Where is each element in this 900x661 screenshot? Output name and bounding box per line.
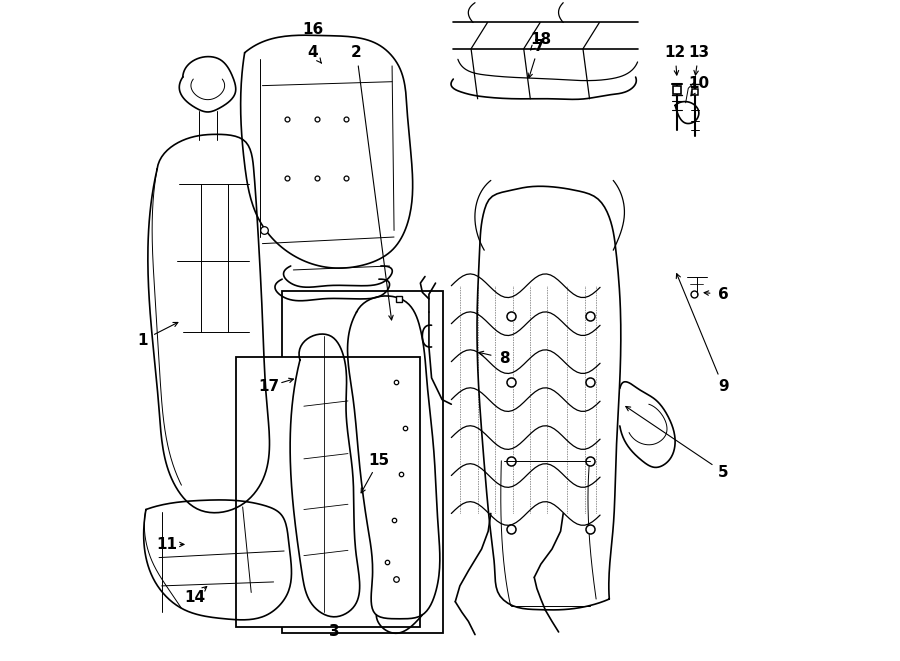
Text: 1: 1 xyxy=(138,333,148,348)
Text: 12: 12 xyxy=(664,45,686,60)
Text: 16: 16 xyxy=(302,22,324,36)
Text: 5: 5 xyxy=(718,465,728,479)
Text: 18: 18 xyxy=(530,32,552,47)
Text: 10: 10 xyxy=(688,76,709,91)
Text: 9: 9 xyxy=(718,379,728,394)
Text: 13: 13 xyxy=(688,45,709,60)
Text: 8: 8 xyxy=(499,350,509,366)
Text: 6: 6 xyxy=(718,287,728,302)
Text: 11: 11 xyxy=(157,537,177,552)
Text: 2: 2 xyxy=(351,45,362,60)
Text: 14: 14 xyxy=(184,590,205,605)
Text: 15: 15 xyxy=(368,453,390,469)
Bar xyxy=(236,357,420,627)
Text: 3: 3 xyxy=(329,625,340,639)
Text: 7: 7 xyxy=(534,38,544,54)
Bar xyxy=(283,291,444,633)
Text: 4: 4 xyxy=(308,45,319,60)
Text: 17: 17 xyxy=(258,379,280,394)
